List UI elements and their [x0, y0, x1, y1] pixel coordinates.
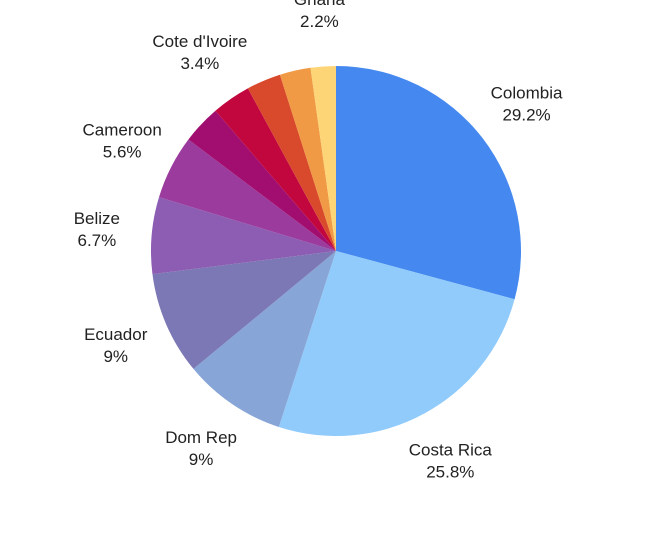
- slice-label: Belize: [74, 209, 120, 228]
- slice-label: Costa Rica: [409, 441, 493, 460]
- value-label: 3.4%: [180, 54, 219, 73]
- pie-slice: [151, 197, 336, 275]
- value-label: 5.6%: [103, 143, 142, 162]
- value-label: 25.8%: [426, 463, 474, 482]
- pie-slice: [278, 251, 515, 436]
- pie-slice: [159, 139, 336, 251]
- slice-label: Colombia: [491, 84, 563, 103]
- value-label: 9%: [103, 347, 128, 366]
- pie-slice: [193, 251, 336, 427]
- pie-slice: [215, 88, 336, 252]
- value-label: 6.7%: [77, 231, 116, 250]
- value-label: 2.2%: [300, 12, 339, 31]
- pie-slice: [247, 74, 336, 251]
- pie-slice: [310, 66, 336, 251]
- slice-label: Ghana: [294, 0, 346, 9]
- value-label: 9%: [189, 450, 214, 469]
- slice-label: Cote d'Ivoire: [152, 32, 247, 51]
- pie-slice: [188, 110, 336, 251]
- slice-label: Cameroon: [82, 121, 161, 140]
- value-label: 29.2%: [502, 106, 550, 125]
- pie-slice: [336, 66, 521, 300]
- pie-slice: [279, 67, 336, 251]
- slice-label: Dom Rep: [165, 428, 237, 447]
- slice-label: Ecuador: [84, 325, 148, 344]
- pie-slice: [152, 251, 336, 369]
